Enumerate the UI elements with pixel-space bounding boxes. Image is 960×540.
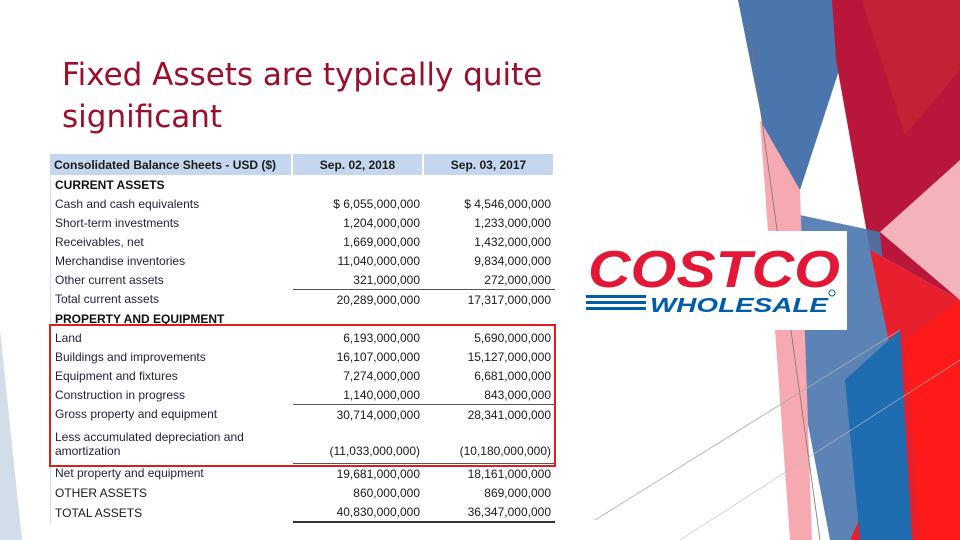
table-header-row: Consolidated Balance Sheets - USD ($) Se… (50, 154, 555, 175)
value-2018: (11,033,000,000) (329, 444, 420, 458)
value-2017 (424, 309, 555, 328)
costco-logo: COSTCO WHOLESALE (580, 231, 847, 330)
value-2018: 860,000,000 (353, 485, 420, 500)
row-label: Other current assets (50, 270, 293, 289)
value-2018: 11,040,000,000 (337, 253, 420, 268)
value-2017: 17,317,000,000 (424, 289, 555, 309)
table-row: Buildings and improvements 16,107,000,000… (50, 347, 555, 366)
value-2017: 36,347,000,000 (424, 502, 555, 523)
row-label: Buildings and improvements (50, 347, 293, 366)
table-row: TOTAL ASSETS 40,830,000,000 36,347,000,000 (50, 502, 555, 523)
value-2018: 7,274,000,000 (343, 368, 420, 383)
column-header-2017: Sep. 03, 2017 (424, 154, 555, 175)
row-label: Less accumulated depreciation and amorti… (50, 424, 293, 463)
row-label: Net property and equipment (50, 463, 293, 483)
value-2017: 6,681,000,000 (474, 368, 551, 383)
table-row: CURRENT ASSETS (50, 175, 555, 194)
table-row: Gross property and equipment 30,714,000,0… (50, 404, 555, 424)
value-2017: 15,127,000,000 (467, 349, 551, 364)
value-2017: 1,233,000,000 (474, 215, 551, 230)
value-2017 (424, 175, 555, 194)
value-2017: 1,432,000,000 (474, 234, 551, 249)
value-2018: 40,830,000,000 (293, 502, 424, 523)
value-2018 (293, 309, 424, 328)
value-2017: 9,834,000,000 (474, 253, 551, 268)
value-2018 (293, 175, 424, 194)
value-2017: 843,000,000 (484, 387, 551, 402)
table-row: Land 6,193,000,000 5,690,000,000 (50, 328, 555, 347)
value-2017: (10,180,000,000) (459, 444, 551, 458)
row-label: Total current assets (50, 289, 293, 309)
table-row: Total current assets 20,289,000,000 17,317… (50, 289, 555, 309)
row-label: PROPERTY AND EQUIPMENT (50, 309, 293, 328)
table-row: Net property and equipment 19,681,000,000… (50, 463, 555, 483)
value-2017: 18,161,000,000 (424, 463, 555, 483)
value-2018: 1,140,000,000 (343, 387, 420, 402)
table-row: Construction in progress 1,140,000,000 843… (50, 385, 555, 404)
value-2018: 30,714,000,000 (293, 404, 424, 424)
row-label: Receivables, net (50, 232, 293, 251)
table-row: Merchandise inventories 11,040,000,000 9,8… (50, 251, 555, 270)
value-2018: 1,669,000,000 (343, 234, 420, 249)
value-2018: 321,000,000 (353, 272, 420, 287)
column-header-title: Consolidated Balance Sheets - USD ($) (50, 154, 293, 175)
logo-brand-text: COSTCO (588, 241, 840, 299)
table-row: Less accumulated depreciation and amorti… (50, 424, 555, 463)
table-row: Receivables, net 1,669,000,000 1,432,000,0… (50, 232, 555, 251)
row-label: Short-term investments (50, 213, 293, 232)
row-label: Equipment and fixtures (50, 366, 293, 385)
row-label: Cash and cash equivalents (50, 194, 293, 213)
logo-tagline-text: WHOLESALE (650, 295, 829, 317)
table-row: Other current assets 321,000,000 272,000,0… (50, 270, 555, 289)
value-2018: $ 6,055,000,000 (333, 196, 420, 211)
registered-mark-icon (828, 289, 836, 297)
balance-sheet-table: Consolidated Balance Sheets - USD ($) Se… (50, 154, 555, 523)
row-label: TOTAL ASSETS (50, 502, 293, 523)
value-2017: $ 4,546,000,000 (464, 196, 551, 211)
column-header-2018: Sep. 02, 2018 (293, 154, 424, 175)
value-2018: 1,204,000,000 (343, 215, 420, 230)
logo-stripes (586, 295, 646, 310)
value-2017: 28,341,000,000 (424, 404, 555, 424)
value-2018: 6,193,000,000 (343, 330, 420, 345)
value-2018: 19,681,000,000 (293, 463, 424, 483)
value-2017: 869,000,000 (484, 485, 551, 500)
value-2017: 5,690,000,000 (474, 330, 551, 345)
table-row: Short-term investments 1,204,000,000 1,233… (50, 213, 555, 232)
value-2017: 272,000,000 (484, 272, 551, 287)
row-label: Construction in progress (50, 385, 293, 404)
value-2018: 20,289,000,000 (293, 289, 424, 309)
value-2018: 16,107,000,000 (336, 349, 420, 364)
row-label: OTHER ASSETS (50, 483, 293, 502)
row-label: CURRENT ASSETS (50, 175, 293, 194)
row-label: Land (50, 328, 293, 347)
slide-title: Fixed Assets are typically quite signifi… (62, 57, 543, 135)
table-row: Equipment and fixtures 7,274,000,000 6,681… (50, 366, 555, 385)
table-row: PROPERTY AND EQUIPMENT (50, 309, 555, 328)
table-row: Cash and cash equivalents $ 6,055,000,000… (50, 194, 555, 213)
balance-sheet: Consolidated Balance Sheets - USD ($) Se… (47, 152, 559, 523)
costco-wholesale-logo-mark: COSTCO WHOLESALE (586, 241, 840, 317)
row-label: Gross property and equipment (50, 404, 293, 424)
table-row: OTHER ASSETS 860,000,000 869,000,000 (50, 483, 555, 502)
row-label: Merchandise inventories (50, 251, 293, 270)
